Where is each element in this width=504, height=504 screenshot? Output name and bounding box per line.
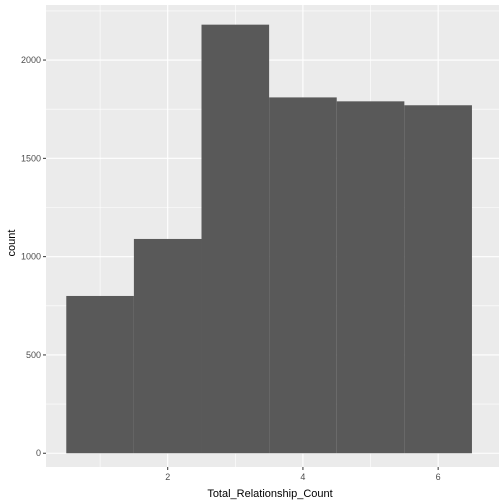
histogram-bar-2 [133, 238, 202, 454]
y-tick-label: 1500 [21, 153, 41, 163]
y-axis-ticks: 0 500 1000 1500 2000 [21, 55, 46, 458]
x-axis-title: Total_Relationship_Count [207, 488, 332, 500]
histogram-bar-4 [269, 97, 337, 454]
y-tick-label: 1000 [21, 252, 41, 262]
x-tick-label: 2 [165, 472, 170, 482]
x-axis-ticks: 2 4 6 [165, 467, 441, 482]
histogram-bar-1 [66, 295, 134, 454]
y-axis-title: count [6, 230, 18, 257]
histogram-bar-5 [336, 101, 405, 454]
y-tick-label: 500 [26, 350, 41, 360]
x-tick-label: 6 [436, 472, 441, 482]
histogram-bar-3 [201, 24, 270, 454]
y-tick-label: 0 [36, 448, 41, 458]
histogram-bars [66, 24, 472, 454]
x-tick-label: 4 [300, 472, 305, 482]
histogram-bar-6 [404, 105, 472, 454]
y-tick-label: 2000 [21, 55, 41, 65]
